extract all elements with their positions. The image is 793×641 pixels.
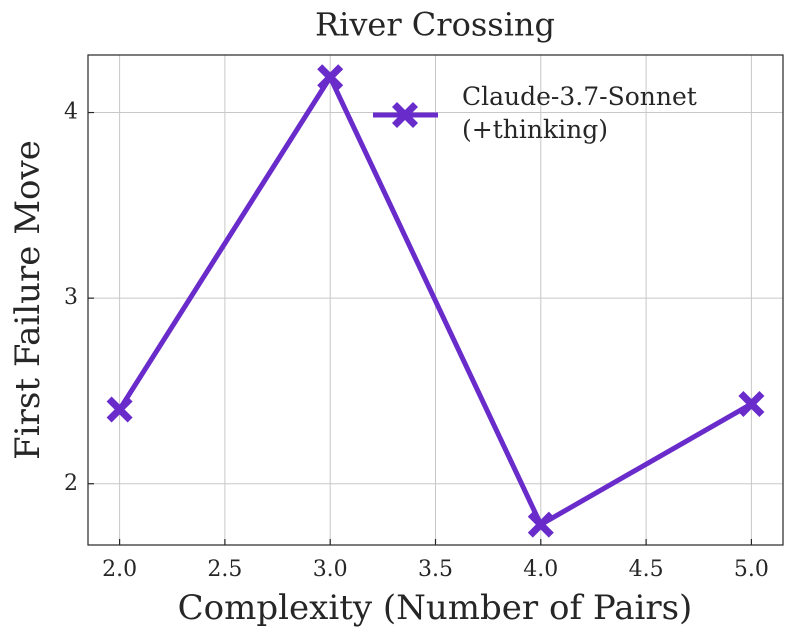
plot-frame bbox=[87, 54, 784, 546]
data-point bbox=[317, 64, 344, 91]
x-tick-label: 2.0 bbox=[102, 557, 137, 582]
x-tick-label: 3.0 bbox=[313, 557, 348, 582]
x-tick-label: 5.0 bbox=[734, 557, 769, 582]
legend-marker bbox=[392, 102, 418, 128]
legend-label: Claude-3.7-Sonnet (+thinking) bbox=[462, 82, 697, 144]
x-tick-label: 4.5 bbox=[629, 557, 664, 582]
y-tick-label: 4 bbox=[64, 100, 78, 125]
data-point bbox=[738, 390, 765, 417]
data-point bbox=[527, 511, 554, 538]
x-tick-label: 4.0 bbox=[523, 557, 558, 582]
chart-title: River Crossing bbox=[315, 6, 555, 44]
x-tick-label: 3.5 bbox=[418, 557, 453, 582]
x-axis-label: Complexity (Number of Pairs) bbox=[178, 588, 693, 628]
y-axis-label: First Failure Move bbox=[8, 140, 48, 460]
x-tick-label: 2.5 bbox=[207, 557, 242, 582]
data-line bbox=[117, 74, 753, 528]
y-tick-label: 3 bbox=[64, 285, 78, 310]
y-tick-label: 2 bbox=[64, 471, 78, 496]
data-point bbox=[106, 396, 133, 423]
